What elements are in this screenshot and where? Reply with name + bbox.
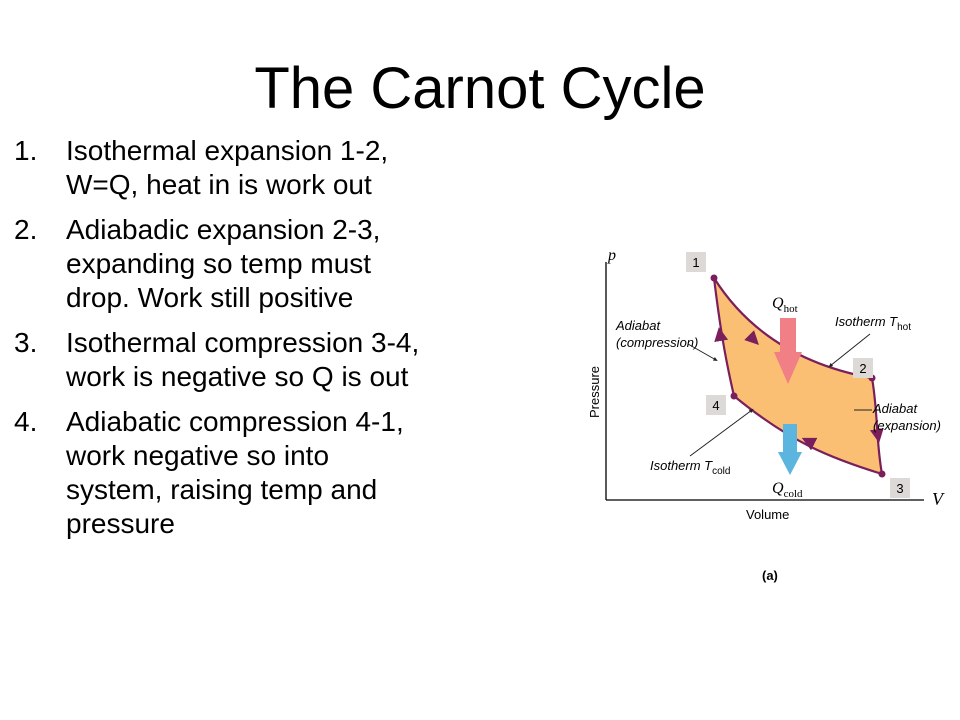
step-text-line: Isothermal compression 3-4, <box>66 327 420 358</box>
step-number: 4. <box>14 406 38 437</box>
y-axis-label: Pressure <box>587 366 602 418</box>
state-point-3-dot <box>878 470 886 478</box>
step-text-line: drop. Work still positive <box>66 282 354 313</box>
step-number: 1. <box>14 135 38 166</box>
step-text-line: work is negative so Q is out <box>66 361 409 392</box>
adiabat-expansion-label: Adiabat (expansion) <box>872 401 941 433</box>
step-number: 3. <box>14 327 38 358</box>
q-cold-label: Qcold <box>772 480 803 500</box>
cycle-step-3: 3. Isothermal compression 3-4, work is n… <box>14 326 544 394</box>
isotherm-hot-label: Isotherm Thot <box>835 314 911 333</box>
q-hot-label: Qhot <box>772 295 798 315</box>
cycle-direction-arrow <box>801 437 818 451</box>
cycle-steps-list: 1. Isothermal expansion 1-2, W=Q, heat i… <box>14 134 544 552</box>
figure-caption: (a) <box>762 568 778 583</box>
step-text-line: W=Q, heat in is work out <box>66 169 372 200</box>
cycle-direction-arrow <box>869 427 884 443</box>
step-text-line: Adiabatic compression 4-1, <box>66 406 404 437</box>
cycle-step-2: 2. Adiabadic expansion 2-3, expanding so… <box>14 213 544 315</box>
isotherm-hot-leader <box>828 333 871 368</box>
svg-text:2: 2 <box>859 361 866 376</box>
isotherm-cold-leader <box>689 408 754 457</box>
cycle-step-4: 4. Adiabatic compression 4-1, work negat… <box>14 405 544 541</box>
step-text-line: pressure <box>66 508 175 539</box>
state-label-4: 4 <box>706 395 726 415</box>
step-text-line: system, raising temp and <box>66 474 378 505</box>
svg-text:3: 3 <box>896 481 903 496</box>
adiabat-compression-leader <box>687 343 718 361</box>
step-text-line: Isothermal expansion 1-2, <box>66 135 389 166</box>
state-label-3: 3 <box>890 478 910 498</box>
q-hot-arrow <box>774 318 802 384</box>
svg-text:1: 1 <box>692 255 699 270</box>
state-label-2: 2 <box>853 358 873 378</box>
cycle-step-1: 1. Isothermal expansion 1-2, W=Q, heat i… <box>14 134 544 202</box>
step-text-line: Adiabadic expansion 2-3, <box>66 214 381 245</box>
adiabat-compression-label: Adiabat (compression) <box>615 318 698 350</box>
step-text-line: work negative so into <box>66 440 330 471</box>
pv-diagram: p V Pressure Volume 1 2 <box>587 247 945 583</box>
step-text-line: expanding so temp must <box>66 248 372 279</box>
cycle-direction-arrow <box>744 330 759 345</box>
q-cold-arrow <box>778 424 802 475</box>
v-axis-symbol: V <box>932 489 945 509</box>
p-axis-symbol: p <box>607 247 616 264</box>
step-number: 2. <box>14 214 38 245</box>
cycle-direction-arrow <box>714 327 729 343</box>
slide-title: The Carnot Cycle <box>254 56 706 121</box>
isotherm-cold-label: Isotherm Tcold <box>650 458 730 477</box>
state-label-1: 1 <box>686 252 706 272</box>
svg-text:4: 4 <box>712 398 719 413</box>
state-point-1-dot <box>710 274 718 282</box>
x-axis-label: Volume <box>746 507 789 522</box>
state-point-4-dot <box>730 392 738 400</box>
pv-diagram-figure: p V Pressure Volume 1 2 <box>540 232 960 600</box>
